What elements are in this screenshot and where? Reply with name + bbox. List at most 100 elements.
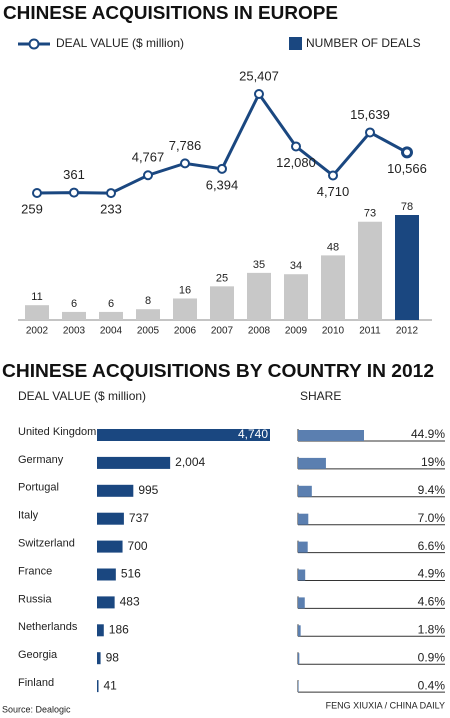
x-tick-label: 2006 <box>174 326 197 337</box>
value-label: 516 <box>121 567 141 581</box>
value-label: 6.6% <box>418 539 446 553</box>
bar <box>136 309 160 320</box>
bar <box>97 540 123 553</box>
point <box>401 146 413 159</box>
category-label: Finland <box>18 677 54 689</box>
bar <box>173 298 197 320</box>
column-header: DEAL VALUE ($ million) <box>18 389 146 403</box>
bar <box>97 568 116 581</box>
value-label: 98 <box>106 650 120 664</box>
value-label: 4.6% <box>418 595 446 609</box>
bar <box>395 215 419 320</box>
bar <box>97 429 270 441</box>
value-label: 78 <box>401 201 413 213</box>
value-label: 10,566 <box>387 161 427 176</box>
bar <box>298 513 309 525</box>
value-label: 19% <box>421 455 445 469</box>
point <box>180 158 190 169</box>
legend-label: DEAL VALUE ($ million) <box>56 36 184 50</box>
bar <box>321 255 345 320</box>
bar <box>97 596 115 609</box>
x-tick-label: 2011 <box>359 326 381 337</box>
value-label: 483 <box>120 595 140 609</box>
value-label: 73 <box>364 208 376 220</box>
bar <box>97 456 171 469</box>
value-label: 44.9% <box>411 427 445 441</box>
category-label: Georgia <box>18 649 58 661</box>
value-label: 15,639 <box>350 107 390 122</box>
credit: FENG XIUXIA / CHINA DAILY <box>326 700 445 710</box>
category-label: Switzerland <box>18 538 75 550</box>
value-label: 12,080 <box>276 155 316 170</box>
point <box>106 188 116 199</box>
point <box>291 141 301 152</box>
point <box>328 170 338 181</box>
category-label: Italy <box>18 510 39 522</box>
legend-marker <box>28 38 40 50</box>
column-header: SHARE <box>300 389 341 403</box>
value-label: 1.8% <box>418 622 446 636</box>
point <box>217 163 227 174</box>
category-label: France <box>18 565 52 577</box>
value-label: 9.4% <box>418 483 446 497</box>
bar <box>210 286 234 320</box>
chart-title: CHINESE ACQUISITIONS BY COUNTRY IN 2012 <box>2 361 434 381</box>
category-label: Germany <box>18 454 64 466</box>
legend-label: NUMBER OF DEALS <box>306 36 421 50</box>
legend-swatch <box>289 37 302 50</box>
bar <box>298 430 364 441</box>
value-label: 16 <box>179 284 191 296</box>
value-label: 995 <box>138 483 158 497</box>
value-label: 4,740 <box>238 427 268 441</box>
bar <box>247 272 271 320</box>
x-tick-label: 2003 <box>63 326 86 337</box>
value-label: 7.0% <box>418 511 446 525</box>
value-label: 700 <box>128 539 148 553</box>
value-label: 35 <box>253 259 265 271</box>
x-tick-label: 2007 <box>211 326 234 337</box>
category-label: Russia <box>18 593 53 605</box>
bar <box>97 652 101 665</box>
value-label: 186 <box>109 622 129 636</box>
value-label: 0.4% <box>418 678 446 692</box>
value-label: 34 <box>290 260 302 272</box>
category-label: Portugal <box>18 482 59 494</box>
bar <box>298 485 312 497</box>
point <box>32 187 42 198</box>
category-label: United Kingdom <box>18 426 96 438</box>
value-label: 2,004 <box>175 455 205 469</box>
bar <box>97 680 99 693</box>
value-label: 11 <box>31 291 42 303</box>
point <box>365 127 375 138</box>
bar <box>97 484 134 497</box>
value-label: 737 <box>129 511 149 525</box>
value-label: 233 <box>100 202 122 217</box>
bar <box>284 274 308 320</box>
x-tick-label: 2009 <box>285 326 308 337</box>
value-label: 4,710 <box>317 184 350 199</box>
bar <box>298 597 305 609</box>
bar <box>298 569 306 581</box>
bar <box>25 305 49 320</box>
x-tick-label: 2004 <box>100 326 123 337</box>
category-label: Netherlands <box>18 621 78 633</box>
value-label: 361 <box>63 167 85 182</box>
value-label: 6 <box>71 298 77 310</box>
bar <box>358 221 382 320</box>
x-tick-label: 2005 <box>137 326 160 337</box>
x-tick-label: 2012 <box>396 326 419 337</box>
bar <box>97 512 124 525</box>
value-label: 259 <box>21 201 43 216</box>
bar <box>99 311 123 320</box>
bar <box>298 625 301 637</box>
value-label: 4,767 <box>132 150 165 165</box>
point <box>69 187 79 198</box>
value-label: 8 <box>145 295 151 307</box>
x-tick-label: 2002 <box>26 326 49 337</box>
x-tick-label: 2008 <box>248 326 271 337</box>
value-label: 7,786 <box>169 138 202 153</box>
chart-title: CHINESE ACQUISITIONS IN EUROPE <box>3 3 338 23</box>
bar <box>298 681 299 693</box>
bar <box>298 457 326 469</box>
